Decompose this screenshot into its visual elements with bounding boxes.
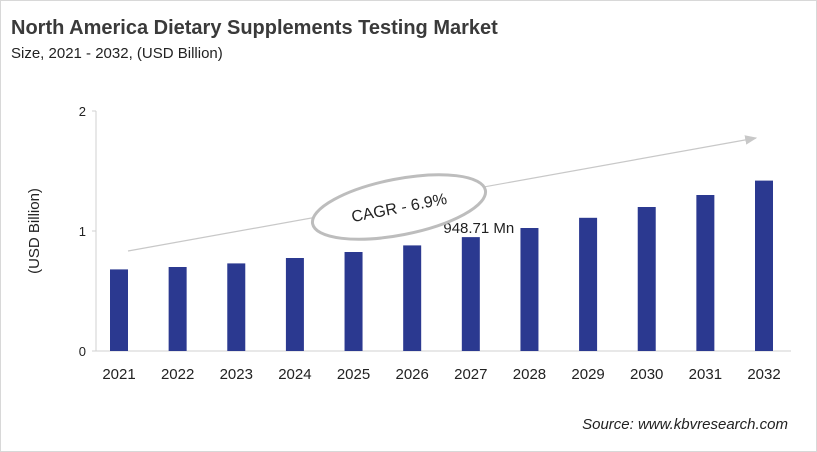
x-tick-label: 2031 bbox=[689, 366, 722, 383]
bar-2025 bbox=[344, 252, 363, 351]
x-tick-label: 2025 bbox=[337, 366, 370, 383]
bar-2027 bbox=[461, 237, 480, 351]
source-note: Source: www.kbvresearch.com bbox=[582, 416, 788, 433]
y-tick-label: 2 bbox=[79, 104, 86, 119]
bar-2022 bbox=[168, 267, 187, 351]
bar-2028 bbox=[520, 228, 539, 351]
x-tick-label: 2024 bbox=[278, 366, 311, 383]
chart-title: North America Dietary Supplements Testin… bbox=[11, 17, 498, 39]
x-tick-label: 2030 bbox=[630, 366, 663, 383]
bar-2021 bbox=[110, 269, 128, 351]
x-tick-label: 2028 bbox=[513, 366, 546, 383]
cagr-ellipse bbox=[310, 173, 488, 241]
x-tick-label: 2029 bbox=[571, 366, 604, 383]
x-tick-label: 2026 bbox=[395, 366, 428, 383]
bar-2029 bbox=[579, 217, 598, 351]
x-tick-label: 2027 bbox=[454, 366, 487, 383]
x-tick-label: 2022 bbox=[161, 366, 194, 383]
data-label: 948.71 Mn bbox=[443, 220, 514, 237]
bar-2032 bbox=[755, 180, 773, 351]
bar-2026 bbox=[403, 245, 422, 351]
bar-2030 bbox=[637, 207, 656, 351]
y-tick-label: 1 bbox=[79, 224, 86, 239]
chart-subtitle: Size, 2021 - 2032, (USD Billion) bbox=[11, 45, 223, 62]
x-tick-label: 2023 bbox=[220, 366, 253, 383]
x-tick-label: 2021 bbox=[102, 366, 135, 383]
bar-2023 bbox=[227, 263, 246, 351]
bar-2024 bbox=[285, 258, 304, 351]
x-tick-label: 2032 bbox=[747, 366, 780, 383]
y-axis-label: (USD Billion) bbox=[26, 188, 43, 274]
bar-2031 bbox=[696, 195, 715, 351]
y-tick-label: 0 bbox=[79, 344, 86, 359]
